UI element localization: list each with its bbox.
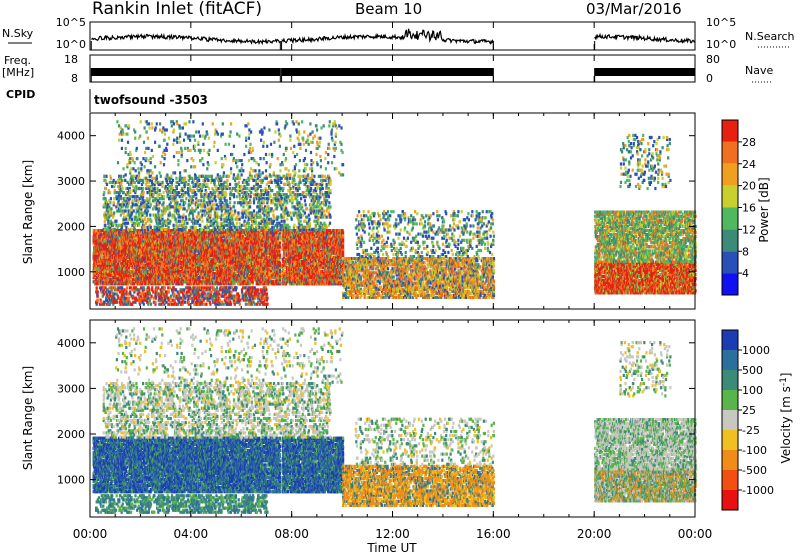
freq-trace bbox=[91, 68, 695, 82]
noise-panel: N.Sky 10^5 10^0 10^5 10^0 N.Search bbox=[2, 16, 795, 51]
noise-sky-trace-segment bbox=[91, 35, 279, 44]
nave-tick-low: 0 bbox=[706, 72, 713, 85]
freq-panel: Freq. [MHz] 18 8 80 0 Nave bbox=[2, 53, 773, 85]
cpid-value: twofsound -3503 bbox=[94, 93, 208, 107]
noise-tick-high-left: 10^5 bbox=[56, 16, 86, 29]
noise-sky-trace-segment bbox=[595, 35, 695, 43]
freq-tick-low: 8 bbox=[71, 72, 78, 85]
nave-tick-high: 80 bbox=[706, 53, 720, 66]
power-heatmap bbox=[93, 120, 697, 306]
noise-tick-high-right: 10^5 bbox=[706, 16, 736, 29]
rti-plot: Rankin Inlet (fitACF) Beam 10 03/Mar/201… bbox=[0, 0, 800, 554]
noise-search-label: N.Search bbox=[745, 30, 795, 43]
freq-band bbox=[595, 68, 695, 76]
range-cell bbox=[189, 229, 191, 232]
freq-band bbox=[91, 68, 280, 76]
noise-sky-trace-segment bbox=[282, 29, 494, 44]
noise-trace bbox=[91, 29, 695, 50]
freq-band bbox=[282, 68, 494, 76]
noise-sky-label: N.Sky bbox=[2, 27, 34, 40]
noise-tick-low-right: 10^0 bbox=[706, 38, 736, 51]
freq-label-2: [MHz] bbox=[2, 66, 34, 79]
noise-tick-low-left: 10^0 bbox=[56, 38, 86, 51]
nave-label: Nave bbox=[745, 64, 773, 77]
date-label: 03/Mar/2016 bbox=[586, 0, 682, 18]
freq-tick-high: 18 bbox=[64, 53, 78, 66]
station-title: Rankin Inlet (fitACF) bbox=[92, 0, 262, 19]
cpid-label: CPID bbox=[6, 88, 35, 101]
beam-label: Beam 10 bbox=[355, 0, 422, 18]
